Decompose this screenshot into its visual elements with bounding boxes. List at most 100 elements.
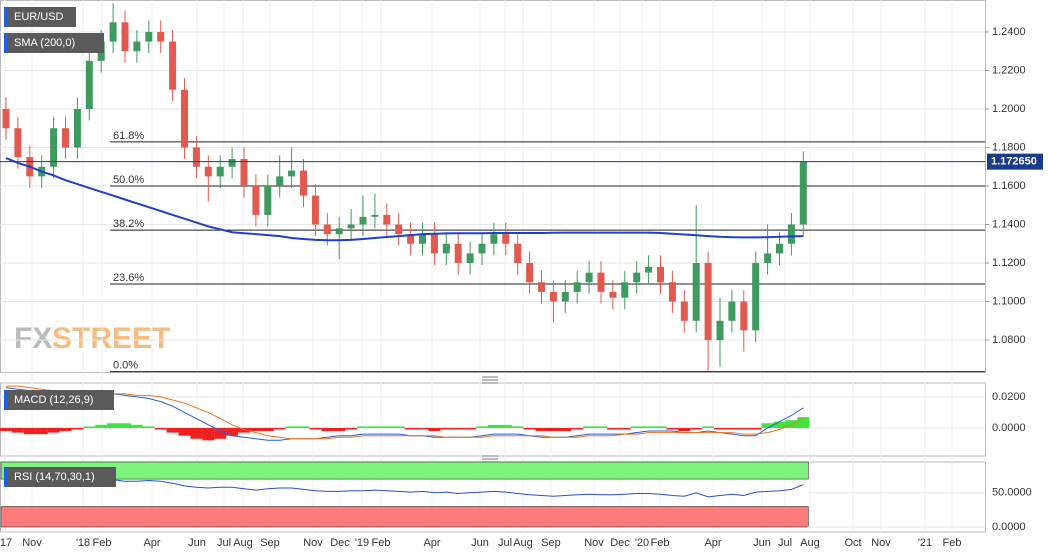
candle-body: [50, 128, 58, 167]
x-tick-label: Nov: [584, 537, 604, 549]
fib-label: 38.2%: [113, 218, 144, 230]
candle-body: [787, 224, 795, 244]
macd-histogram-bar: [714, 427, 726, 430]
candle-body: [14, 128, 22, 158]
macd-histogram-bar: [511, 426, 524, 428]
x-tick-label: Sep: [260, 537, 280, 549]
x-tick-label: '21: [918, 537, 932, 549]
macd-histogram-bar: [642, 426, 655, 428]
macd-histogram-bar: [547, 427, 560, 432]
fib-label: 23.6%: [113, 272, 144, 284]
candle-body: [466, 253, 474, 264]
x-tick-label: Jul: [778, 537, 792, 549]
macd-histogram-bar: [499, 424, 512, 428]
macd-histogram-bar: [797, 417, 810, 428]
macd-histogram-bar: [249, 427, 262, 432]
candle-body: [490, 234, 498, 244]
candle-body: [621, 282, 629, 298]
candle-body: [395, 224, 403, 235]
macd-histogram-bar: [35, 427, 48, 435]
candle-body: [323, 224, 331, 235]
candle-body: [228, 159, 236, 167]
candle-body: [383, 214, 391, 225]
candle-body: [300, 170, 307, 196]
macd-histogram-bar: [321, 427, 334, 432]
macd-histogram-bar: [606, 427, 619, 430]
macd-histogram-bar: [11, 427, 24, 433]
x-tick-label: Oct: [844, 537, 861, 549]
x-tick-label: Feb: [651, 537, 670, 549]
candle-body: [442, 243, 450, 254]
macd-histogram-bar: [368, 426, 381, 428]
macd-histogram-bar: [297, 426, 310, 428]
macd-histogram-bar: [0, 427, 12, 432]
macd-histogram-bar: [357, 426, 369, 428]
candle-body: [169, 41, 177, 90]
candle-body: [514, 243, 522, 264]
macd-histogram-bar: [130, 424, 143, 428]
candle-body: [776, 243, 783, 254]
macd-histogram-bar: [238, 427, 250, 433]
macd-histogram-bar: [559, 427, 572, 432]
macd-histogram-bar: [285, 426, 298, 428]
candle-body: [288, 170, 296, 177]
last-price-box: [987, 153, 1043, 170]
macd-histogram-bar: [725, 427, 738, 430]
candle-body: [62, 128, 69, 148]
y-tick-label: 1.0800: [992, 334, 1026, 346]
fib-label: 50.0%: [113, 174, 144, 186]
candle-body: [645, 266, 653, 273]
candle-body: [657, 266, 664, 283]
candle-body: [526, 263, 534, 283]
x-tick-label: Apr: [423, 537, 440, 549]
x-tick-label: Feb: [943, 537, 962, 549]
watermark-fx: FX: [14, 322, 52, 355]
symbol-label-box: [4, 7, 76, 27]
macd-histogram-bar: [702, 426, 715, 428]
candle-body: [252, 186, 260, 215]
signal-line: [6, 385, 804, 440]
macd-tick-label: 0.0200: [992, 391, 1026, 403]
sma-label: SMA (200,0): [14, 37, 75, 49]
candle-body: [335, 228, 343, 235]
macd-histogram-bar: [95, 424, 108, 428]
macd-histogram-bar: [404, 427, 417, 430]
macd-histogram-bar: [523, 427, 536, 430]
candle-body: [502, 234, 510, 244]
macd-histogram-bar: [214, 427, 227, 439]
candle-body: [704, 263, 712, 341]
candle-body: [716, 320, 724, 341]
candle-body: [85, 60, 93, 109]
x-tick-label: Jun: [753, 537, 771, 549]
y-tick-label: 1.1000: [992, 295, 1026, 307]
macd-histogram-bar: [71, 427, 84, 430]
x-tick-label: Apr: [704, 537, 721, 549]
fib-label: 0.0%: [113, 360, 138, 372]
macd-histogram-bar: [773, 421, 786, 428]
candle-body: [192, 147, 200, 167]
macd-label: MACD (12,26,9): [14, 394, 93, 406]
macd-histogram-bar: [595, 426, 607, 428]
macd-histogram-bar: [142, 426, 155, 428]
watermark: FX STREET: [14, 322, 170, 355]
candle-body: [240, 159, 248, 186]
x-tick-label: '18: [76, 537, 90, 549]
macd-histogram-bar: [666, 427, 679, 430]
macd-histogram-bar: [761, 423, 774, 428]
y-tick-label: 1.1600: [992, 180, 1026, 192]
candle-body: [311, 195, 319, 225]
candle-body: [430, 234, 438, 254]
watermark-street: STREET: [52, 322, 170, 355]
x-tick-label: Sep: [541, 537, 561, 549]
candle-body: [2, 108, 10, 129]
x-tick-label: Nov: [22, 537, 42, 549]
symbol-label: EUR/USD: [14, 11, 64, 23]
x-tick-label: Dec: [610, 537, 630, 549]
candle-body: [73, 108, 81, 148]
rsi-label-stripe: [4, 467, 8, 487]
macd-histogram-bar: [618, 427, 631, 430]
macd-histogram-bar: [440, 427, 453, 430]
macd-histogram-bar: [23, 427, 36, 435]
candle-body: [668, 282, 676, 302]
